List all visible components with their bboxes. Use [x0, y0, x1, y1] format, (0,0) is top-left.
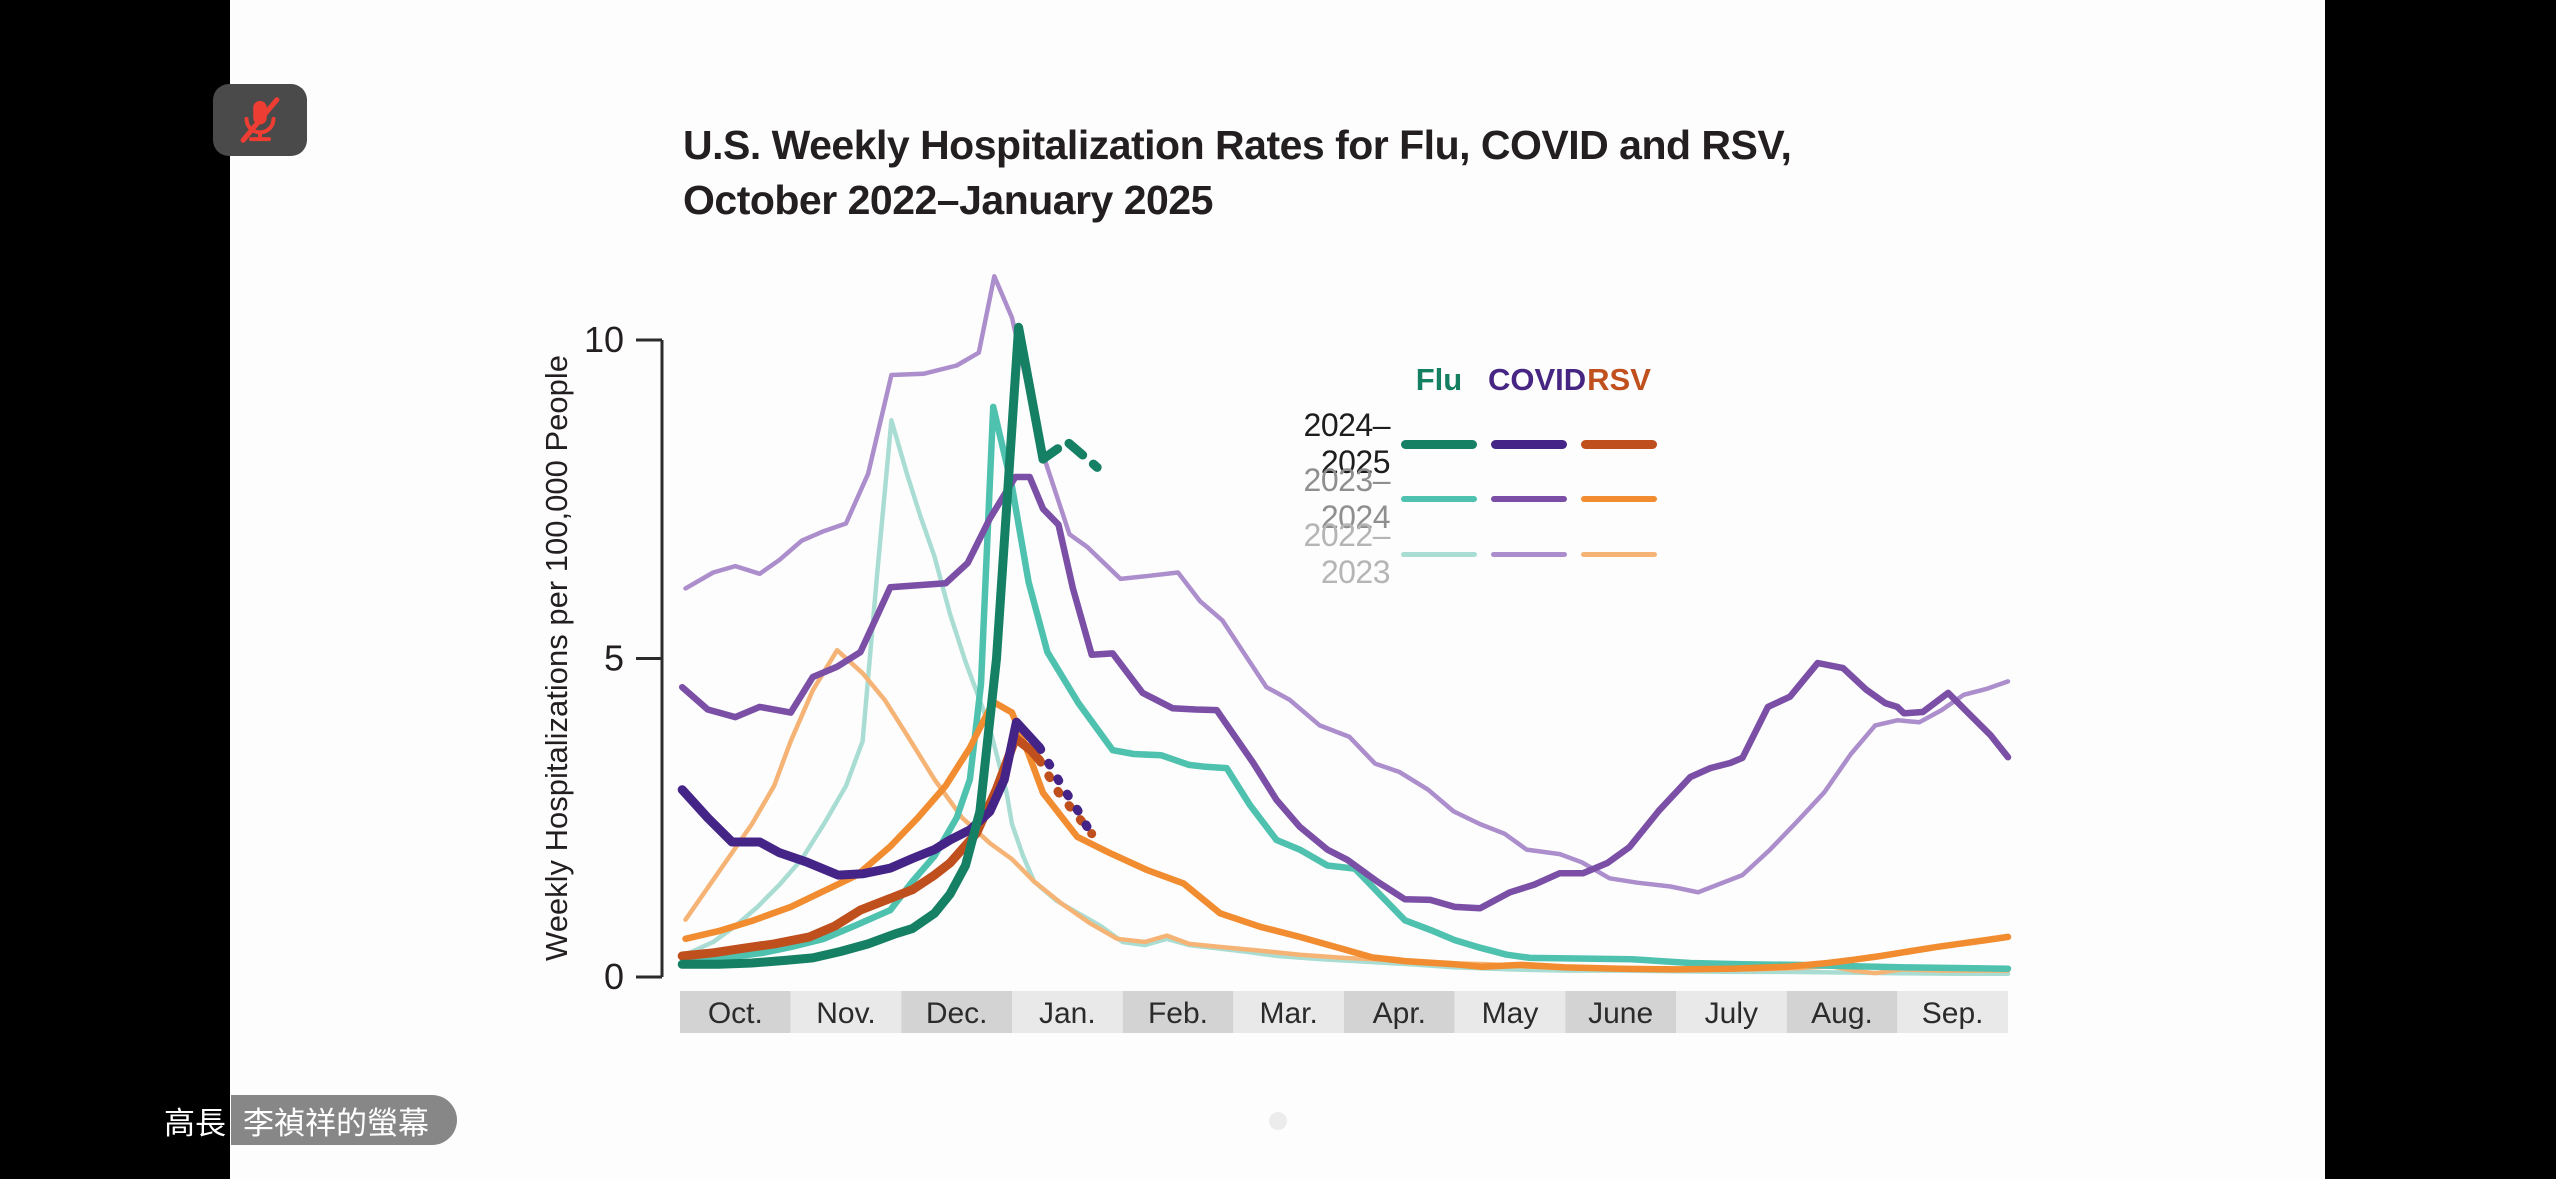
legend-swatch-covid	[1491, 439, 1567, 449]
legend-season-label: 2024–2025	[1303, 407, 1391, 480]
legend-season-row: 2023–2024	[1240, 462, 1660, 535]
month-band	[1565, 991, 1676, 1033]
month-label: Mar.	[1259, 997, 1317, 1030]
rsv-2023-2024-line	[682, 698, 2012, 973]
covid-2024-2025-line	[677, 717, 1045, 880]
legend-season-label: 2023–2024	[1303, 462, 1391, 535]
legend-header-row: Flu COVID RSV	[1240, 352, 1660, 407]
month-band	[1676, 991, 1787, 1033]
legend-virus-covid: COVID	[1488, 361, 1587, 397]
month-label: May	[1482, 997, 1539, 1030]
legend-swatch-rsv	[1581, 551, 1657, 557]
month-band	[1454, 991, 1566, 1033]
month-band	[1344, 991, 1455, 1033]
covid-2022-2023-line	[683, 274, 2011, 895]
covid-2024-2025-projection	[1035, 743, 1098, 842]
month-band	[790, 991, 902, 1033]
covid-2023-2024-line	[678, 473, 2012, 912]
y-tick-label: 0	[604, 956, 624, 997]
screen-share-name-tag: 高長 李禎祥的螢幕	[164, 1095, 457, 1145]
month-band	[1122, 991, 1234, 1033]
legend-season-row: 2022–2023	[1240, 517, 1660, 590]
month-band	[1786, 991, 1898, 1033]
chart-title-line1: U.S. Weekly Hospitalization Rates for Fl…	[683, 122, 1792, 168]
chart-title-line2: October 2022–January 2025	[683, 176, 1213, 223]
month-label: Dec.	[926, 997, 988, 1030]
month-label: Jan.	[1039, 997, 1096, 1030]
participant-name: 高長	[164, 1105, 226, 1141]
legend-season-label: 2022–2023	[1303, 517, 1391, 590]
month-band	[901, 991, 1012, 1033]
month-label: Apr.	[1373, 997, 1426, 1030]
month-label: Feb.	[1148, 997, 1208, 1030]
month-band	[1233, 991, 1344, 1033]
letterbox-left	[0, 0, 230, 1179]
month-label: July	[1705, 997, 1758, 1030]
month-label: June	[1588, 997, 1653, 1030]
share-pill-label: 李禎祥的螢幕	[231, 1095, 457, 1145]
chart-title: U.S. Weekly Hospitalization Rates for Fl…	[683, 118, 2083, 228]
letterbox-right	[2325, 0, 2556, 1179]
legend-season-row: 2024–2025	[1240, 407, 1660, 480]
legend-swatch-covid	[1491, 551, 1567, 557]
chart-legend: Flu COVID RSV 2024–2025 2023–2024 2022–2023	[1240, 352, 1660, 590]
legend-swatch-rsv	[1581, 495, 1657, 503]
legend-swatch-rsv	[1581, 439, 1657, 449]
month-label: Sep.	[1922, 997, 1984, 1030]
meeting-controls-dot[interactable]	[1269, 1112, 1287, 1130]
legend-swatch-flu	[1401, 495, 1477, 503]
flu-2023-2024-line	[682, 403, 2012, 972]
month-label: Aug.	[1811, 997, 1873, 1030]
rsv-2022-2023-line	[683, 647, 2011, 976]
legend-virus-flu: Flu	[1415, 361, 1463, 397]
legend-swatch-flu	[1401, 439, 1477, 449]
legend-swatch-flu	[1401, 551, 1477, 557]
flu-2024-2025-line	[677, 322, 1048, 969]
month-label: Oct.	[708, 997, 763, 1030]
month-label: Nov.	[816, 997, 875, 1030]
month-band	[1012, 991, 1123, 1033]
flu-2024-2025-projection	[1038, 437, 1102, 472]
muted-mic-icon	[240, 97, 280, 143]
legend-virus-rsv: RSV	[1587, 361, 1651, 397]
mute-button[interactable]	[213, 84, 307, 156]
month-band	[680, 991, 791, 1033]
y-tick-label: 5	[604, 638, 624, 679]
month-band	[1897, 991, 2008, 1033]
legend-swatch-covid	[1491, 495, 1567, 503]
y-tick-label: 10	[584, 319, 624, 360]
